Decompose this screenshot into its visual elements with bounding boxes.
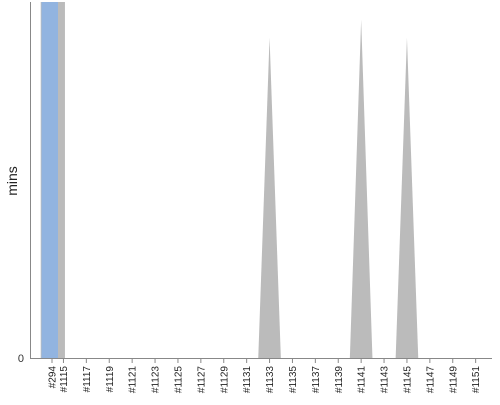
x-tick-label: #294	[48, 366, 59, 389]
x-tick-label: #1149	[448, 366, 459, 394]
x-tick-label: #1129	[219, 366, 230, 394]
x-tick-label: #1119	[105, 366, 116, 393]
x-tick-label: #1123	[151, 366, 162, 394]
x-tick-label: #1125	[173, 366, 184, 394]
area-peak-1141	[349, 19, 373, 359]
series-layer	[40, 2, 419, 359]
x-tick-label: #1147	[425, 366, 436, 394]
x-tick-label: #1131	[242, 366, 253, 394]
x-tick-label: #1143	[380, 366, 391, 394]
highlight-bar	[41, 2, 58, 358]
x-tick-label: #1145	[402, 366, 413, 394]
x-tick-label: #1151	[471, 366, 482, 394]
area-peak-1133	[258, 37, 281, 358]
y-axis-title: mins	[4, 166, 20, 196]
x-tick-label: #1117	[82, 366, 93, 393]
area-peak-1145	[395, 37, 419, 358]
x-tick-label: #1127	[196, 366, 207, 394]
axes-layer	[30, 2, 492, 363]
x-tick-label: #1121	[128, 366, 139, 394]
highlight-layer	[41, 2, 58, 358]
x-tick-label: #1133	[265, 366, 276, 394]
x-tick-label: #1139	[334, 366, 345, 394]
y-tick-label: 0	[18, 353, 24, 365]
labels-layer: 0 mins #294 #1115 #1117 #1119 #1121 #1123 #1125 #…	[4, 166, 482, 393]
x-tick-label: #1135	[288, 366, 299, 394]
x-tick-label: #1115	[59, 366, 70, 393]
x-tick-label: #1141	[357, 366, 368, 394]
x-tick-label: #1137	[311, 366, 322, 394]
